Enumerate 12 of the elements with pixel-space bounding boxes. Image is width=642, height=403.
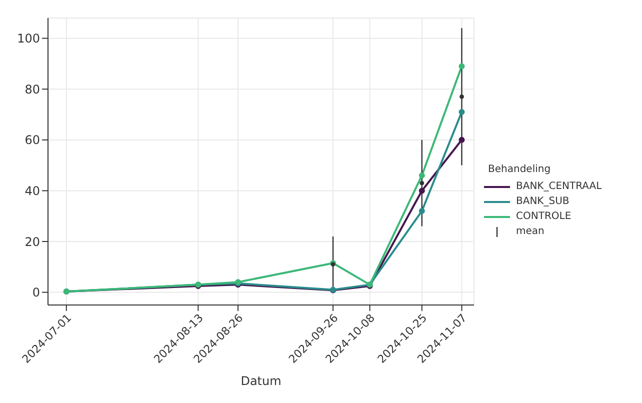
legend-label: BANK_CENTRAAL — [516, 181, 602, 192]
y-tick-label: 60 — [24, 133, 40, 148]
y-tick-label: 0 — [32, 286, 40, 300]
legend-label: BANK_SUB — [516, 196, 570, 207]
y-tick-label: 40 — [24, 184, 40, 198]
x-axis-title: Datum — [240, 374, 282, 388]
y-tick-label: 80 — [24, 82, 40, 96]
legend-title: Behandeling — [488, 164, 552, 175]
y-tick-label: 100 — [17, 32, 40, 46]
legend-label: mean — [516, 226, 544, 237]
legend-label: CONTROLE — [516, 211, 572, 222]
y-tick-label: 20 — [24, 234, 40, 249]
